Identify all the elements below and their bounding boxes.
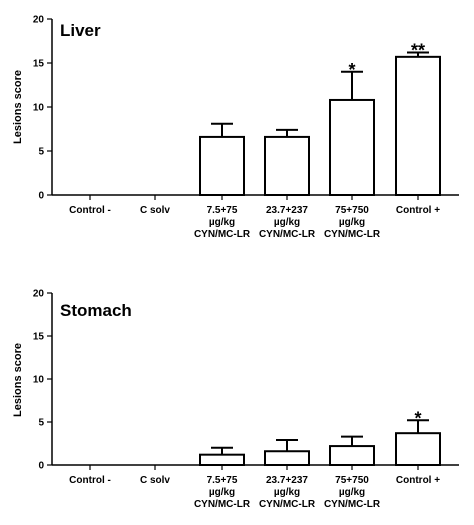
stomach-category-label: 7.5+75 µg/kg CYN/MC-LR <box>194 475 251 510</box>
stomach-y-tick-label: 10 <box>33 375 45 386</box>
stomach-chart: Stomach Lesions score 0 5 10 15 20 Control - C… <box>12 289 459 510</box>
liver-category-label: Control + <box>396 205 440 216</box>
stomach-bar <box>395 432 441 466</box>
liver-bar <box>199 135 245 196</box>
liver-chart-title: Liver <box>60 21 101 40</box>
stomach-bar <box>329 445 375 466</box>
stomach-y-axis-label: Lesions score <box>12 343 24 417</box>
liver-bar <box>264 135 310 196</box>
stomach-category-label: 23.7+237 µg/kg CYN/MC-LR <box>259 475 316 510</box>
liver-significance-marker: * <box>348 60 355 80</box>
liver-bar <box>329 98 375 196</box>
stomach-chart-title: Stomach <box>60 301 132 320</box>
stomach-category-label: 75+750 µg/kg CYN/MC-LR <box>324 475 381 510</box>
stomach-y-tick-label: 15 <box>33 332 45 343</box>
stomach-y-tick-label: 20 <box>33 289 45 300</box>
stomach-category-label: Control - <box>69 475 111 486</box>
stomach-y-tick-label: 0 <box>38 461 44 472</box>
stomach-y-tick-label: 5 <box>38 418 44 429</box>
stomach-category-label: C solv <box>140 475 170 486</box>
liver-y-axis-label: Lesions score <box>12 70 24 144</box>
liver-y-tick-label: 0 <box>38 191 44 202</box>
stomach-category-label: Control + <box>396 475 440 486</box>
liver-significance-marker: ** <box>411 40 425 60</box>
liver-y-tick-label: 15 <box>33 59 45 70</box>
liver-y-tick-label: 5 <box>38 147 44 158</box>
stomach-bar <box>264 450 310 466</box>
liver-category-label: C solv <box>140 205 170 216</box>
liver-y-tick-label: 20 <box>33 15 45 26</box>
liver-category-label: 23.7+237 µg/kg CYN/MC-LR <box>259 205 316 240</box>
liver-chart: Liver Lesions score 0 5 10 15 20 Control - C s… <box>12 15 459 240</box>
stomach-significance-marker: * <box>414 408 421 428</box>
stomach-bar <box>199 453 245 466</box>
liver-bar <box>395 55 441 197</box>
liver-category-label: Control - <box>69 205 111 216</box>
liver-y-tick-label: 10 <box>33 103 45 114</box>
liver-category-label: 7.5+75 µg/kg CYN/MC-LR <box>194 205 251 240</box>
liver-category-label: 75+750 µg/kg CYN/MC-LR <box>324 205 381 240</box>
